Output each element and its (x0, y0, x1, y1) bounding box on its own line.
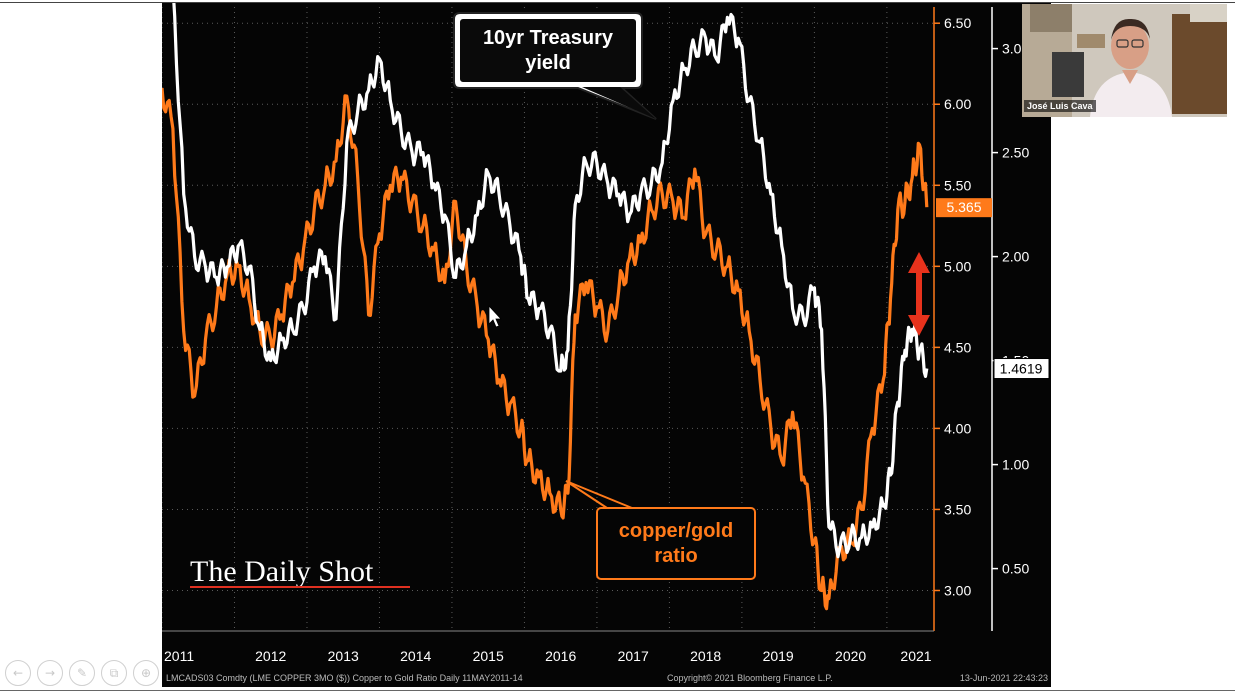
pen-icon: ✎ (76, 666, 88, 680)
copy-slide-icon: ⧉ (109, 665, 119, 680)
left-scale-tick-label: 6.00 (944, 96, 971, 112)
presenter-name-label: José Luis Cava (1024, 100, 1096, 112)
left-scale-tick-label: 5.00 (944, 258, 971, 274)
treasury-callout-line-2: yield (525, 52, 571, 74)
x-tick-label: 2021 (900, 648, 931, 664)
divergence-arrow (908, 252, 930, 336)
next-slide-icon: → (44, 666, 56, 680)
treasury-callout-box (458, 17, 638, 84)
treasury-series-line (172, 3, 929, 559)
top-border (0, 2, 1235, 3)
prev-slide-button[interactable]: ← (5, 660, 31, 686)
left-scale-tick-label: 4.50 (944, 339, 971, 355)
copper-gold-callout-box (596, 507, 756, 580)
copper-gold-callout-line-1: copper/gold (619, 520, 733, 542)
zoom-icon: ⊕ (140, 666, 152, 680)
mouse-cursor (488, 304, 502, 328)
copper-gold-last-value-badge (936, 198, 992, 218)
copper-gold-callout: copper/gold ratio (565, 480, 756, 580)
copper-gold-last-value: 5.365 (946, 199, 981, 215)
x-tick-label: 2011 (164, 648, 194, 664)
presenter-webcam[interactable]: José Luis Cava (1022, 4, 1227, 117)
treasury-callout: 10yr Treasury yield (453, 12, 657, 120)
left-scale-tick-label: 3.00 (944, 582, 971, 598)
right-scale-tick-label: 2.50 (1002, 145, 1029, 161)
right-scale-tick-label: 3.0 (1002, 41, 1022, 57)
x-tick-label: 2020 (835, 648, 866, 664)
prev-slide-icon: ← (12, 666, 24, 680)
right-scale-tick-label: 0.50 (1002, 561, 1029, 577)
chart-panel: 3.00 3.50 4.00 4.50 5.00 5.50 6.00 6.50 0.50 1.00… (162, 3, 1051, 687)
chart: 3.00 3.50 4.00 4.50 5.00 5.50 6.00 6.50 0.50 1.00… (162, 3, 1050, 683)
x-tick-label: 2015 (473, 648, 504, 664)
x-tick-label: 2016 (545, 648, 576, 664)
treasury-last-value-badge (993, 358, 1050, 380)
daily-shot-logo: The Daily Shot (190, 555, 374, 588)
presenter-video (1022, 4, 1227, 117)
copper-gold-callout-line-2: ratio (654, 545, 697, 567)
left-scale-tick-label: 5.50 (944, 177, 971, 193)
footer-timestamp: 13-Jun-2021 22:43:23 (960, 673, 1048, 683)
slide-controls: ← → ✎ ⧉ ⊕ (5, 660, 159, 686)
x-tick-label: 2012 (255, 648, 286, 664)
x-tick-label: 2013 (328, 648, 359, 664)
treasury-callout-line-1: 10yr Treasury (483, 27, 614, 49)
left-scale-tick-label: 3.50 (944, 501, 971, 517)
x-tick-label: 2017 (618, 648, 649, 664)
x-tick-label: 2018 (690, 648, 721, 664)
left-scale-tick-label: 4.00 (944, 420, 971, 436)
right-scale-tick-label: 1.00 (1002, 457, 1029, 473)
x-tick-label: 2014 (400, 648, 431, 664)
footer-source: LMCADS03 Comdty (LME COPPER 3MO ($)) Cop… (166, 673, 523, 683)
zoom-button[interactable]: ⊕ (133, 660, 159, 686)
treasury-last-value: 1.4619 (1000, 361, 1043, 377)
pen-button[interactable]: ✎ (69, 660, 95, 686)
right-scale-tick-label: 2.00 (1002, 249, 1029, 265)
left-scale-tick-label: 6.50 (944, 15, 971, 31)
footer-copyright: Copyright© 2021 Bloomberg Finance L.P. (667, 673, 833, 683)
copper-gold-series-line (162, 87, 929, 611)
copy-slide-button[interactable]: ⧉ (101, 660, 127, 686)
bottom-border (0, 690, 1235, 691)
next-slide-button[interactable]: → (37, 660, 63, 686)
x-tick-label: 2019 (763, 648, 794, 664)
